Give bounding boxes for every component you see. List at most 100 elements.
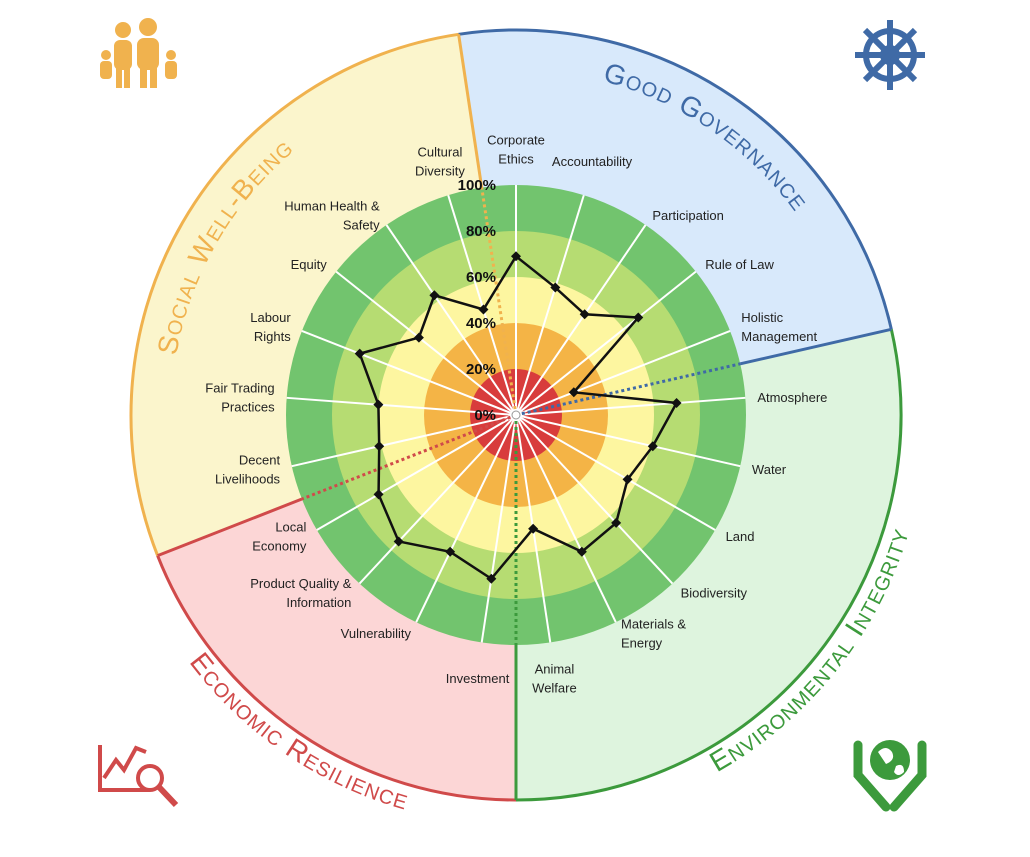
theme-label-line: Biodiversity — [681, 585, 748, 600]
score-marker — [354, 348, 365, 359]
theme-label-line: Human Health & — [284, 199, 380, 214]
spoke — [480, 414, 517, 643]
theme-label-line: Local — [275, 520, 306, 535]
r-tick-label: 0% — [474, 407, 496, 424]
theme-label: Human Health & Safety — [284, 199, 380, 233]
theme-label-line: Materials & — [621, 617, 686, 632]
dimension-boundary — [457, 34, 484, 188]
theme-label-line: Animal — [535, 662, 575, 677]
theme-label-line: Information — [286, 595, 351, 610]
theme-label-line: Welfare — [532, 681, 577, 696]
theme-label: Holistic Management — [741, 310, 817, 344]
dimension-arc — [156, 555, 517, 802]
theme-label-line: Corporate — [487, 133, 545, 148]
spoke — [335, 270, 517, 416]
theme-label: Investment — [446, 671, 510, 686]
theme-label: Atmosphere — [757, 390, 827, 405]
theme-label-line: Water — [752, 462, 787, 477]
theme-label: Equity — [291, 257, 328, 272]
score-marker — [413, 332, 424, 343]
theme-label-line: Vulnerability — [341, 626, 412, 641]
theme-label: Fair Trading Practices — [205, 380, 275, 414]
theme-label-line: Holistic — [741, 310, 783, 325]
theme-label-line: Cultural — [418, 144, 463, 159]
spoke — [515, 330, 731, 416]
dimension-boundary-dotted — [301, 413, 517, 501]
social-icon — [100, 18, 177, 88]
spoke — [515, 414, 741, 468]
theme-label-line: Safety — [343, 218, 380, 233]
score-marker — [611, 517, 622, 528]
dimension-boundary-dotted — [515, 362, 741, 417]
theme-label-line: Livelihoods — [215, 471, 281, 486]
theme-label-line: Equity — [291, 257, 328, 272]
r-tick-label: 40% — [466, 315, 496, 332]
theme-label-line: Labour — [250, 310, 291, 325]
score-marker — [511, 251, 521, 262]
chart-layer: Corporate Ethics Accountability Participati… — [129, 28, 914, 816]
theme-label-line: Fair Trading — [205, 380, 274, 395]
spoke — [515, 414, 674, 585]
theme-label-line: Rule of Law — [705, 257, 774, 272]
score-marker — [528, 523, 539, 534]
environment-icon — [853, 740, 927, 812]
theme-label: Biodiversity — [681, 585, 748, 600]
theme-label: Animal Welfare — [532, 662, 577, 696]
theme-label: Decent Livelihoods — [215, 452, 281, 486]
spoke — [515, 414, 617, 623]
theme-label: Vulnerability — [341, 626, 412, 641]
center-dot — [511, 410, 521, 420]
dimension-arc — [458, 28, 893, 330]
theme-label-line: Energy — [621, 636, 663, 651]
theme-label: Rule of Law — [705, 257, 774, 272]
theme-label: Local Economy — [252, 520, 307, 554]
score-marker — [374, 441, 385, 452]
spoke — [515, 270, 697, 416]
score-marker — [622, 474, 633, 485]
r-tick-label: 60% — [466, 269, 496, 286]
dimension-boundary-dotted — [480, 187, 518, 416]
theme-label: Product Quality & Information — [250, 576, 351, 610]
score-marker — [486, 573, 497, 584]
theme-label-line: Land — [726, 529, 755, 544]
r-tick-label: 80% — [466, 223, 496, 240]
spoke — [316, 414, 517, 531]
spoke — [286, 396, 517, 416]
score-marker — [373, 399, 384, 410]
theme-label-line: Practices — [221, 399, 275, 414]
theme-label: Materials & Energy — [621, 617, 686, 651]
spoke — [301, 330, 517, 416]
theme-label-line: Ethics — [498, 152, 534, 167]
theme-label-line: Rights — [254, 329, 291, 344]
dimension-boundary — [739, 327, 892, 366]
spoke — [447, 194, 517, 416]
theme-label-line: Investment — [446, 671, 510, 686]
spoke — [515, 224, 647, 416]
dimension-boundary — [157, 497, 303, 558]
theme-label-line: Atmosphere — [757, 390, 827, 405]
score-line — [358, 254, 679, 581]
governance-icon — [855, 20, 925, 90]
theme-label-line: Accountability — [552, 154, 633, 169]
score-marker — [576, 546, 587, 557]
spoke — [515, 194, 585, 416]
theme-label: Water — [752, 462, 787, 477]
score-marker — [671, 397, 682, 408]
score-marker — [429, 290, 440, 301]
theme-label-line: Diversity — [415, 163, 465, 178]
spoke — [415, 414, 517, 623]
theme-label: Land — [726, 529, 755, 544]
score-marker — [647, 441, 658, 452]
theme-label: Participation — [652, 208, 724, 223]
score-marker — [633, 312, 644, 323]
score-marker — [393, 536, 404, 547]
r-tick-label: 100% — [458, 177, 496, 194]
theme-label-line: Economy — [252, 539, 307, 554]
theme-label-line: Product Quality & — [250, 576, 351, 591]
theme-label-line: Management — [741, 329, 817, 344]
score-marker — [445, 546, 456, 557]
theme-label: Labour Rights — [250, 310, 291, 344]
theme-label: Cultural Diversity — [415, 144, 465, 178]
score-marker — [568, 387, 579, 398]
